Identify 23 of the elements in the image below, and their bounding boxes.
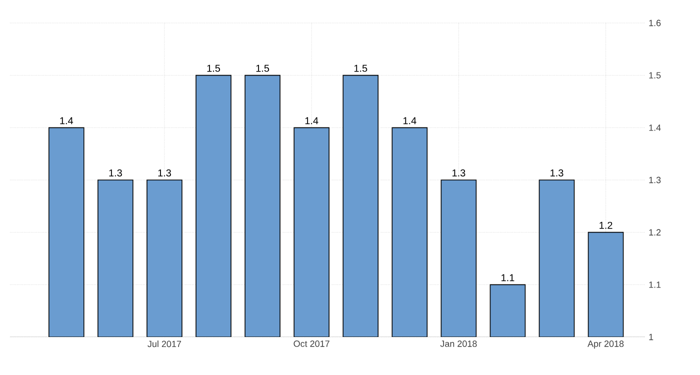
data-label: 1.3 xyxy=(158,169,171,176)
data-label: 1.4 xyxy=(305,117,318,124)
y-tick-label: 1.5 xyxy=(649,72,661,78)
x-tick-label: Oct 2017 xyxy=(294,340,330,347)
y-tick-label: 1.4 xyxy=(649,124,661,131)
y-tick-label: 1.3 xyxy=(649,176,661,184)
y-tick-label: 1 xyxy=(649,334,654,340)
data-label: 1.5 xyxy=(354,64,368,72)
data-label: 1.1 xyxy=(502,274,514,282)
data-label: 1.3 xyxy=(550,169,564,176)
data-label: 1.5 xyxy=(207,64,220,72)
data-label: 1.5 xyxy=(256,64,270,72)
x-tick-label: Apr 2018 xyxy=(588,340,624,349)
data-label: 1.2 xyxy=(600,222,612,229)
data-label: 1.4 xyxy=(60,117,74,124)
x-tick-label: Jul 2017 xyxy=(148,340,182,348)
y-tick-label: 1.2 xyxy=(649,229,661,236)
data-label: 1.3 xyxy=(109,169,122,176)
x-tick-label: Jan 2018 xyxy=(440,340,477,347)
y-tick-label: 1.6 xyxy=(649,20,661,26)
data-label: 1.3 xyxy=(452,169,466,176)
data-label: 1.4 xyxy=(403,117,416,124)
y-tick-label: 1.1 xyxy=(649,282,661,288)
